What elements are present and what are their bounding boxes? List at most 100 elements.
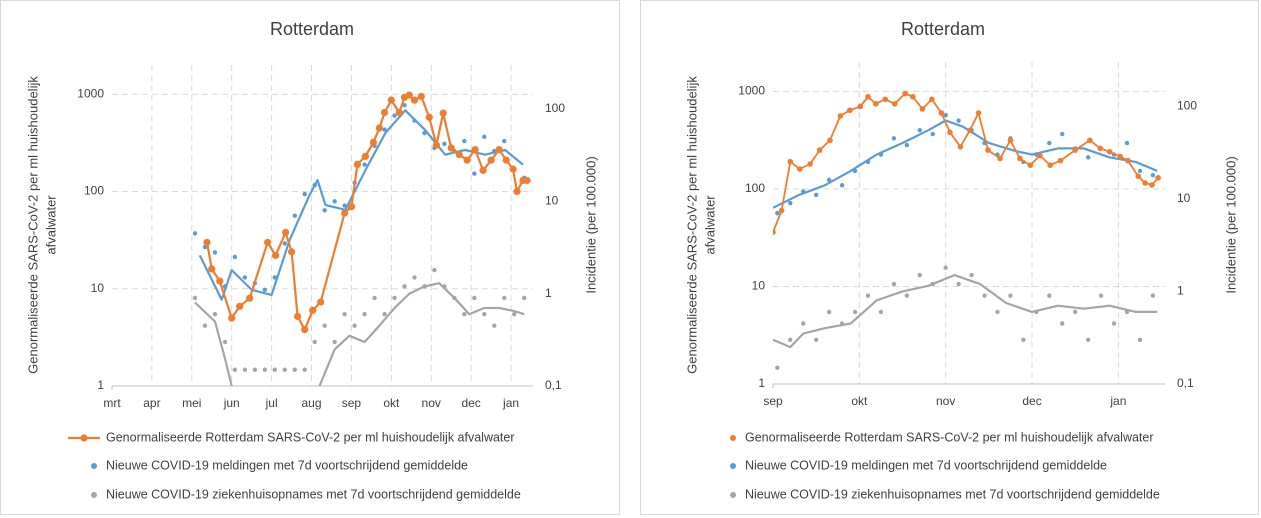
y2-tick-label: 10	[545, 194, 559, 208]
data-dot	[813, 337, 819, 343]
data-marker	[778, 207, 785, 214]
data-dot	[392, 295, 397, 301]
data-dot	[995, 309, 1000, 315]
data-dot	[242, 275, 248, 280]
legend-label: Nieuwe COVID-19 meldingen met 7d voortsc…	[745, 458, 1107, 472]
data-marker	[837, 113, 844, 119]
data-marker	[957, 144, 964, 150]
data-dot	[1111, 321, 1117, 326]
data-dot	[462, 311, 467, 317]
data-dot	[342, 311, 347, 317]
y2-axis-title: Incidentie (per 100.000)	[1223, 156, 1238, 293]
y2-tick-label: 10	[1177, 191, 1191, 205]
data-dot	[1098, 293, 1104, 298]
data-marker	[425, 113, 433, 121]
y-tick-label: 100	[84, 184, 104, 198]
data-dot	[1008, 293, 1013, 298]
legend-label: Genormaliseerde Rotterdam SARS-CoV-2 per…	[106, 430, 515, 444]
data-marker	[1155, 174, 1161, 181]
y-tick-label: 1	[758, 376, 765, 390]
chart-title: Rotterdam	[270, 19, 354, 39]
data-dot	[472, 295, 477, 301]
data-marker	[405, 91, 413, 99]
data-marker	[272, 251, 280, 260]
data-marker	[1007, 137, 1014, 144]
data-dot	[362, 162, 367, 167]
data-dot	[232, 254, 238, 260]
data-marker	[1142, 180, 1148, 186]
x-tick-label: dec	[461, 396, 480, 410]
x-tick-label: mrt	[103, 396, 121, 410]
data-marker	[463, 156, 471, 164]
data-marker	[361, 152, 369, 160]
data-dot	[292, 213, 297, 218]
data-marker	[369, 138, 377, 146]
y-tick-label: 100	[745, 181, 765, 195]
data-marker	[910, 93, 916, 100]
data-dot	[788, 337, 793, 343]
y-tick-label: 10	[752, 279, 766, 293]
data-dot	[432, 267, 437, 273]
x-tick-label: mei	[182, 396, 201, 410]
data-marker	[216, 277, 224, 285]
data-dot	[232, 367, 238, 372]
data-dot	[1073, 309, 1078, 315]
data-dot	[826, 177, 832, 183]
data-marker	[317, 298, 325, 306]
data-dot	[262, 287, 268, 293]
y-tick-label: 10	[91, 281, 105, 295]
plot	[192, 91, 531, 386]
y2-tick-label: 0,1	[545, 378, 562, 392]
data-dot	[502, 138, 507, 144]
data-marker	[447, 144, 455, 152]
data-marker	[301, 326, 309, 334]
chart-panel	[0, 0, 620, 515]
data-dot	[1060, 131, 1065, 137]
data-marker	[487, 156, 495, 164]
data-dot	[502, 295, 507, 301]
data-dot	[930, 131, 935, 137]
data-dot	[801, 321, 806, 326]
data-dot	[302, 367, 307, 372]
data-dot	[362, 311, 367, 317]
data-marker	[432, 141, 441, 149]
data-marker	[1057, 157, 1064, 164]
data-dot	[1085, 155, 1091, 160]
y-tick-label: 1000	[77, 86, 104, 100]
data-dot	[482, 311, 487, 317]
data-marker	[975, 110, 982, 116]
data-dot	[402, 103, 407, 108]
data-marker	[997, 155, 1003, 162]
data-dot	[982, 293, 987, 298]
legend-marker	[730, 492, 736, 498]
data-marker	[787, 158, 794, 165]
data-dot	[904, 293, 910, 298]
data-dot	[382, 127, 387, 132]
data-dot	[1150, 293, 1156, 298]
legend-marker	[730, 435, 736, 441]
y-tick-label: 1	[97, 378, 104, 392]
data-marker	[872, 101, 879, 107]
data-dot	[1047, 140, 1052, 146]
data-marker	[353, 160, 362, 169]
plot	[773, 90, 1161, 370]
data-marker	[417, 92, 425, 101]
y-axis-title: Genormaliseerde SARS-CoV-2 per ml huisho…	[25, 76, 40, 374]
data-marker	[455, 150, 463, 159]
data-dot	[292, 367, 297, 372]
data-dot	[917, 128, 922, 133]
data-marker	[967, 127, 973, 133]
data-marker	[865, 93, 871, 100]
chart-panel	[640, 0, 1259, 515]
data-marker	[281, 228, 290, 236]
data-marker	[287, 248, 296, 256]
data-marker	[882, 96, 889, 103]
data-marker	[1017, 155, 1023, 162]
legend-marker	[80, 434, 88, 442]
data-dot	[402, 284, 407, 289]
data-marker	[502, 156, 510, 164]
data-dot	[1150, 172, 1156, 178]
data-marker	[947, 129, 953, 136]
data-dot	[322, 208, 327, 213]
